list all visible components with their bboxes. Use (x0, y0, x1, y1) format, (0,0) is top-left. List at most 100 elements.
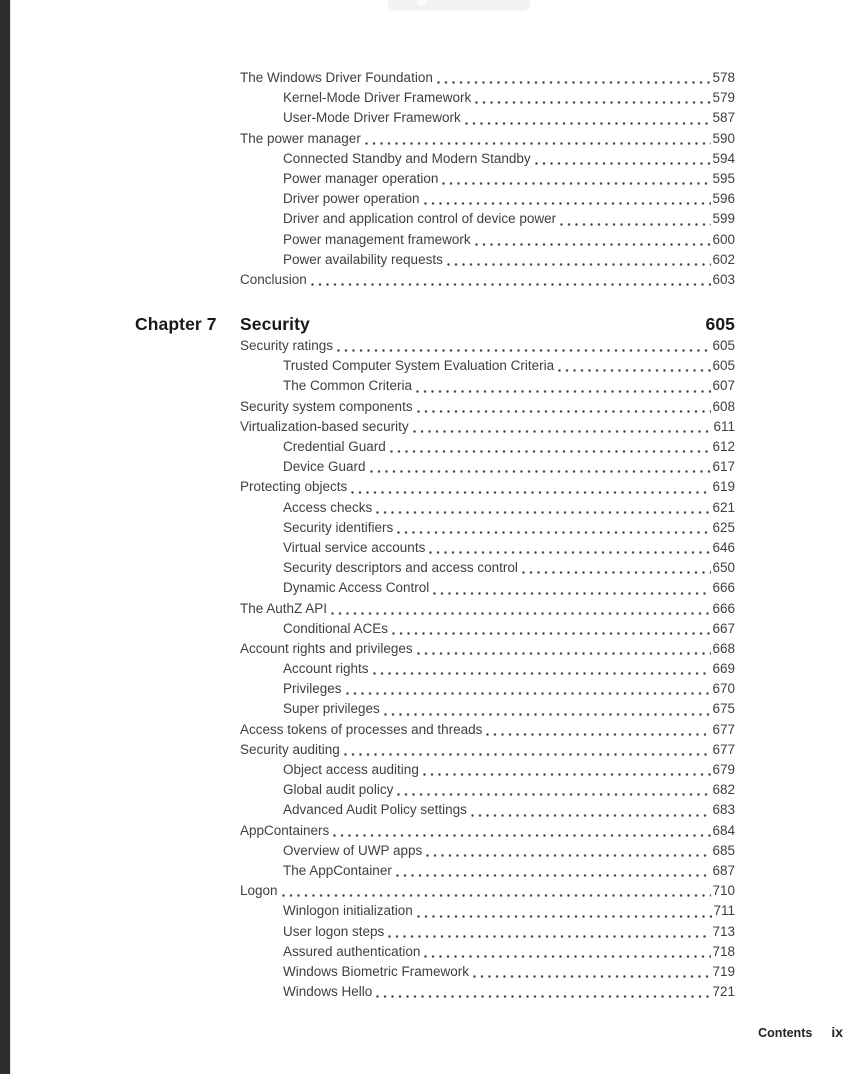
toc-entry[interactable]: The Windows Driver Foundation 578 (240, 68, 735, 88)
toc-entry[interactable]: Logon 710 (240, 881, 735, 901)
toc-entry-page-number: 683 (712, 802, 735, 818)
dot-leader (329, 821, 712, 841)
dot-leader (386, 437, 713, 457)
dot-leader (392, 861, 713, 881)
toc-entry[interactable]: Driver power operation 596 (240, 189, 735, 209)
toc-entry[interactable]: Power availability requests 602 (240, 250, 735, 270)
toc-entry-title: Device Guard (283, 459, 366, 475)
toc-entry-page-number: 587 (712, 110, 735, 126)
toc-entry[interactable]: Conclusion 603 (240, 270, 735, 290)
toc-entry[interactable]: Account rights and privileges 668 (240, 639, 735, 659)
toc-entry[interactable]: The AuthZ API 666 (240, 599, 735, 619)
dot-leader (347, 477, 712, 497)
toc-entry[interactable]: Access checks 621 (240, 498, 735, 518)
toc-entry[interactable]: Security identifiers 625 (240, 518, 735, 538)
toc-entry[interactable]: Credential Guard 612 (240, 437, 735, 457)
toc-entry-page-number: 605 (712, 358, 735, 374)
toc-entry[interactable]: AppContainers 684 (240, 821, 735, 841)
toc-entry[interactable]: Advanced Audit Policy settings 683 (240, 800, 735, 820)
toc-entry-title: Virtualization-based security (240, 418, 409, 434)
toc-entry[interactable]: The AppContainer 687 (240, 861, 735, 881)
toc-entry[interactable]: Object access auditing 679 (240, 760, 735, 780)
toc-entry-title: AppContainers (240, 822, 330, 838)
toc-entry[interactable]: Dynamic Access Control 666 (240, 578, 735, 598)
toc-entry-title: Assured authentication (283, 943, 421, 959)
toc-entry[interactable]: Overview of UWP apps 685 (240, 841, 735, 861)
toc-entry[interactable]: Trusted Computer System Evaluation Crite… (240, 356, 735, 376)
dot-leader (409, 417, 714, 437)
toc-entry-page-number: 595 (712, 170, 735, 186)
dot-leader (361, 129, 713, 149)
toc-entry[interactable]: Security ratings 605 (240, 336, 735, 356)
toc-entry[interactable]: The power manager 590 (240, 129, 735, 149)
dot-leader (554, 356, 712, 376)
toc-entry[interactable]: User-Mode Driver Framework 587 (240, 108, 735, 128)
toc-entry-title: Security auditing (240, 741, 340, 757)
toc-entry[interactable]: User logon steps 713 (240, 922, 735, 942)
toc-entry[interactable]: Power management framework 600 (240, 230, 735, 250)
toc-entry-page-number: 605 (712, 338, 735, 354)
dot-leader (372, 498, 712, 518)
toc-entry[interactable]: Virtualization-based security 611 (240, 417, 735, 437)
dot-leader (413, 901, 714, 921)
dot-leader (482, 720, 712, 740)
toc-entry-page-number: 719 (712, 963, 735, 979)
dot-leader (384, 922, 712, 942)
chapter-label: Chapter 7 (135, 314, 217, 335)
toc-entry[interactable]: Driver and application control of device… (240, 209, 735, 229)
toc-entry-page-number: 710 (712, 883, 735, 899)
toc-entry[interactable]: Power manager operation 595 (240, 169, 735, 189)
toc-entry-title: Object access auditing (283, 762, 419, 777)
toc-entry[interactable]: Kernel-Mode Driver Framework 579 (240, 88, 735, 108)
toc-entry-title: The AppContainer (283, 862, 392, 878)
toc-section-chapter: Security ratings 605 Trusted Computer Sy… (240, 336, 735, 1002)
toc-entry[interactable]: Device Guard 617 (240, 457, 735, 477)
toc-entry[interactable]: Account rights 669 (240, 659, 735, 679)
toc-entry-title: Logon (240, 883, 278, 899)
toc-entry-title: Account rights and privileges (240, 640, 413, 656)
dot-leader (393, 518, 712, 538)
chapter-heading[interactable]: Chapter 7 Security 605 (135, 312, 735, 336)
toc-entry-title: Power manager operation (283, 170, 439, 186)
toc-entry[interactable]: Conditional ACEs 667 (240, 619, 735, 639)
toc-entry-page-number: 590 (712, 130, 735, 146)
dot-leader (340, 740, 713, 760)
toc-entry[interactable]: Windows Hello 721 (240, 982, 735, 1002)
toc-entry[interactable]: Virtual service accounts 646 (240, 538, 735, 558)
toc-entry[interactable]: Privileges 670 (240, 679, 735, 699)
toc-entry[interactable]: Windows Biometric Framework 719 (240, 962, 735, 982)
toc-entry[interactable]: Super privileges 675 (240, 699, 735, 719)
toc-entry-title: Virtual service accounts (283, 539, 426, 555)
toc-entry[interactable]: Security descriptors and access control … (240, 558, 735, 578)
toc-entry-page-number: 599 (712, 211, 735, 227)
toc-entry-page-number: 677 (712, 741, 735, 757)
toc-entry-page-number: 611 (713, 418, 735, 434)
toc-entry[interactable]: Connected Standby and Modern Standby 594 (240, 149, 735, 169)
dot-leader (429, 578, 712, 598)
dot-leader (369, 659, 713, 679)
toc-entry[interactable]: Assured authentication 718 (240, 942, 735, 962)
toc-entry[interactable]: Protecting objects 619 (240, 477, 735, 497)
toc-entry[interactable]: The Common Criteria 607 (240, 376, 735, 396)
toc-entry-title: The Windows Driver Foundation (240, 70, 433, 85)
toc-entry-page-number: 718 (712, 943, 735, 959)
toc-entry-title: Kernel-Mode Driver Framework (283, 90, 472, 106)
toc-entry[interactable]: Security auditing 677 (240, 740, 735, 760)
dot-leader (420, 189, 713, 209)
toc-entry[interactable]: Winlogon initialization 711 (240, 901, 735, 921)
dot-leader (556, 209, 712, 229)
toc-entry-page-number: 594 (712, 150, 735, 166)
toc-entry[interactable]: Global audit policy 682 (240, 780, 735, 800)
dot-leader (531, 149, 713, 169)
toc-entry-title: Trusted Computer System Evaluation Crite… (283, 358, 555, 374)
floating-toolbar[interactable] (388, 0, 530, 10)
table-of-contents: The Windows Driver Foundation 578 Kernel… (135, 68, 735, 1002)
toc-entry[interactable]: Access tokens of processes and threads 6… (240, 720, 735, 740)
dot-leader (327, 599, 712, 619)
toc-entry-page-number: 669 (712, 661, 735, 677)
toc-entry[interactable]: Security system components 608 (240, 397, 735, 417)
toc-entry-page-number: 607 (712, 378, 735, 394)
toc-entry-page-number: 602 (712, 251, 735, 267)
dot-leader (413, 639, 713, 659)
toc-entry-page-number: 675 (712, 701, 735, 717)
